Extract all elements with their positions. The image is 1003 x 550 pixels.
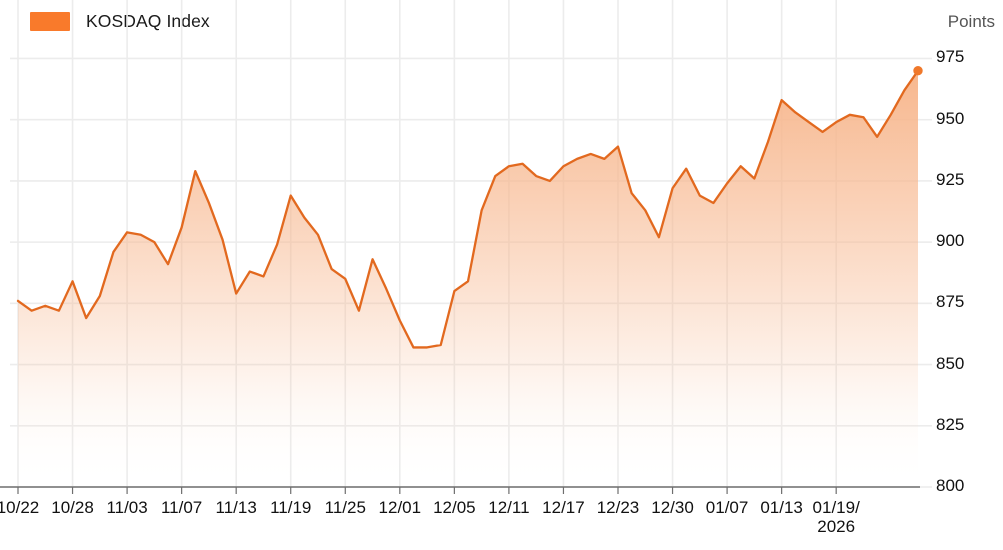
x-axis-tick-label: 01/13 bbox=[760, 498, 803, 517]
x-axis-tick-label: 11/19 bbox=[270, 498, 312, 517]
y-axis-tick-label: 800 bbox=[936, 476, 965, 495]
y-axis-tick-label: 875 bbox=[936, 292, 965, 312]
x-axis-tick-marks bbox=[17, 487, 837, 494]
x-axis-tick-label-year: 2026 bbox=[817, 517, 856, 537]
legend-series-label: KOSDAQ Index bbox=[86, 10, 210, 31]
series-last-point-marker[interactable] bbox=[913, 66, 923, 76]
series-line[interactable] bbox=[16, 69, 920, 349]
x-axis-tick-label: 10/28 bbox=[51, 498, 94, 517]
x-axis-tick-label: 12/01 bbox=[378, 498, 422, 517]
y-axis-tick-label: 825 bbox=[936, 414, 965, 434]
x-axis-tick-label: 12/17 bbox=[542, 498, 585, 517]
x-axis-tick-label: 10/22 bbox=[0, 498, 40, 517]
y-axis-tick-label: 850 bbox=[936, 353, 965, 373]
chart-legend: KOSDAQ Index bbox=[30, 8, 210, 34]
x-axis-tick-label: 12/11 bbox=[488, 498, 530, 517]
y-axis-tick-marks bbox=[920, 57, 932, 488]
y-axis-tick-label: 925 bbox=[936, 169, 965, 189]
y-axis-tick-label: 900 bbox=[936, 231, 965, 251]
x-axis-tick-label: 11/13 bbox=[215, 498, 257, 517]
x-axis-tick-label: 12/05 bbox=[433, 498, 476, 517]
x-axis-tick-label: 12/30 bbox=[651, 498, 694, 517]
x-axis-tick-label: 11/07 bbox=[160, 498, 203, 517]
y-axis-tick-label: 950 bbox=[936, 108, 965, 128]
legend-color-swatch bbox=[30, 11, 70, 31]
x-axis-tick-label: 11/03 bbox=[106, 498, 148, 517]
y-axis-units-label: Points bbox=[947, 12, 995, 31]
x-axis-tick-label: 01/19/2026 bbox=[812, 498, 860, 537]
series-area-fill bbox=[18, 70, 918, 487]
x-axis-tick-label: 11/25 bbox=[324, 498, 366, 517]
y-axis-tick-label: 975 bbox=[936, 47, 965, 67]
x-axis-tick-label: 12/23 bbox=[596, 498, 640, 517]
x-axis-tick-label: 01/07 bbox=[705, 498, 749, 517]
